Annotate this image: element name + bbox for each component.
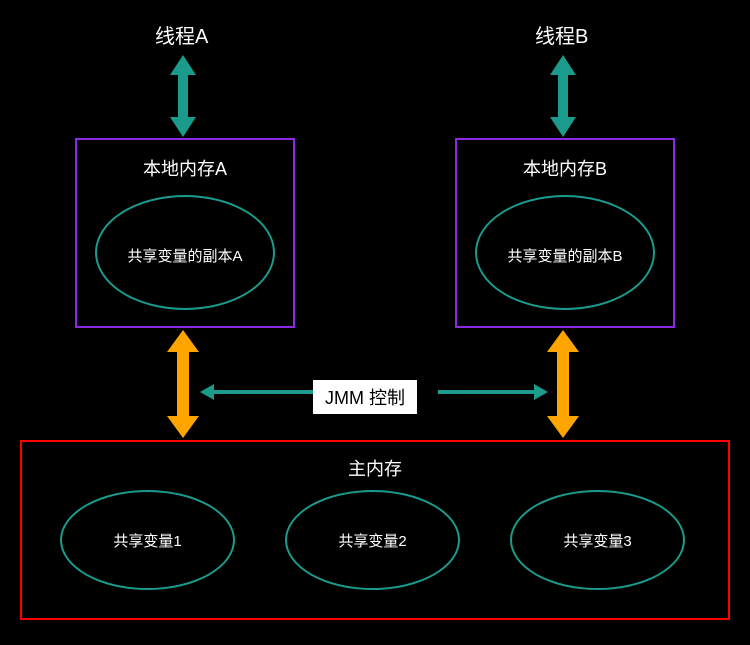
- local-memory-b-title: 本地内存B: [455, 155, 675, 181]
- arrow-jmm-right: [438, 384, 548, 400]
- shared-var-1-label: 共享变量1: [60, 530, 235, 551]
- arrow-jmm-left: [200, 384, 315, 400]
- arrow-thread-a-to-local: [168, 55, 198, 137]
- main-memory-title: 主内存: [20, 455, 730, 481]
- arrow-thread-b-to-local: [548, 55, 578, 137]
- local-memory-a-title: 本地内存A: [75, 155, 295, 181]
- local-memory-a-content: 共享变量的副本A: [95, 245, 275, 266]
- arrow-local-a-to-main: [165, 330, 201, 438]
- arrow-local-b-to-main: [545, 330, 581, 438]
- thread-a-label: 线程A: [155, 20, 208, 49]
- shared-var-2-label: 共享变量2: [285, 530, 460, 551]
- thread-b-label: 线程B: [535, 20, 588, 49]
- local-memory-b-content: 共享变量的副本B: [475, 245, 655, 266]
- jmm-control-label: JMM 控制: [313, 380, 417, 414]
- shared-var-3-label: 共享变量3: [510, 530, 685, 551]
